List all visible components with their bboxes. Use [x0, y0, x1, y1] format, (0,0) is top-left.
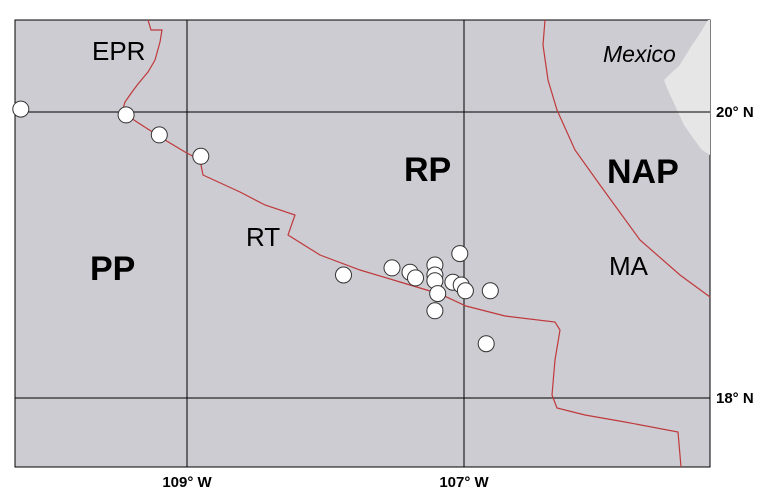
- label-mexico: Mexico: [603, 41, 676, 67]
- event-3: [150, 126, 168, 144]
- label-rt: RT: [246, 222, 280, 252]
- epr-ridge-segment: [121, 19, 163, 113]
- label-nap: NAP: [607, 153, 679, 191]
- mexico-landmass: [664, 20, 710, 155]
- label-epr: EPR: [92, 36, 145, 66]
- tick-label-20n: 20° N: [716, 104, 754, 121]
- event-15: [456, 282, 474, 300]
- event-4: [192, 147, 210, 165]
- tick-label-18n: 18° N: [716, 390, 754, 407]
- tick-label-107w: 107° W: [439, 474, 489, 491]
- event-5: [335, 266, 352, 284]
- event-19: [477, 335, 495, 353]
- event-2: [117, 106, 135, 124]
- middle-america-trench: [542, 19, 711, 298]
- label-pp: PP: [90, 250, 135, 288]
- label-rp: RP: [404, 151, 451, 189]
- event-8: [407, 269, 424, 287]
- earthquake-events: [12, 100, 499, 353]
- event-16: [429, 285, 447, 303]
- event-1: [12, 100, 30, 118]
- event-17: [481, 282, 499, 300]
- event-12: [451, 245, 469, 263]
- map-background: [14, 19, 711, 468]
- event-18: [426, 302, 444, 320]
- label-ma: MA: [609, 251, 649, 281]
- event-6: [383, 259, 401, 277]
- tick-label-109w: 109° W: [162, 474, 212, 491]
